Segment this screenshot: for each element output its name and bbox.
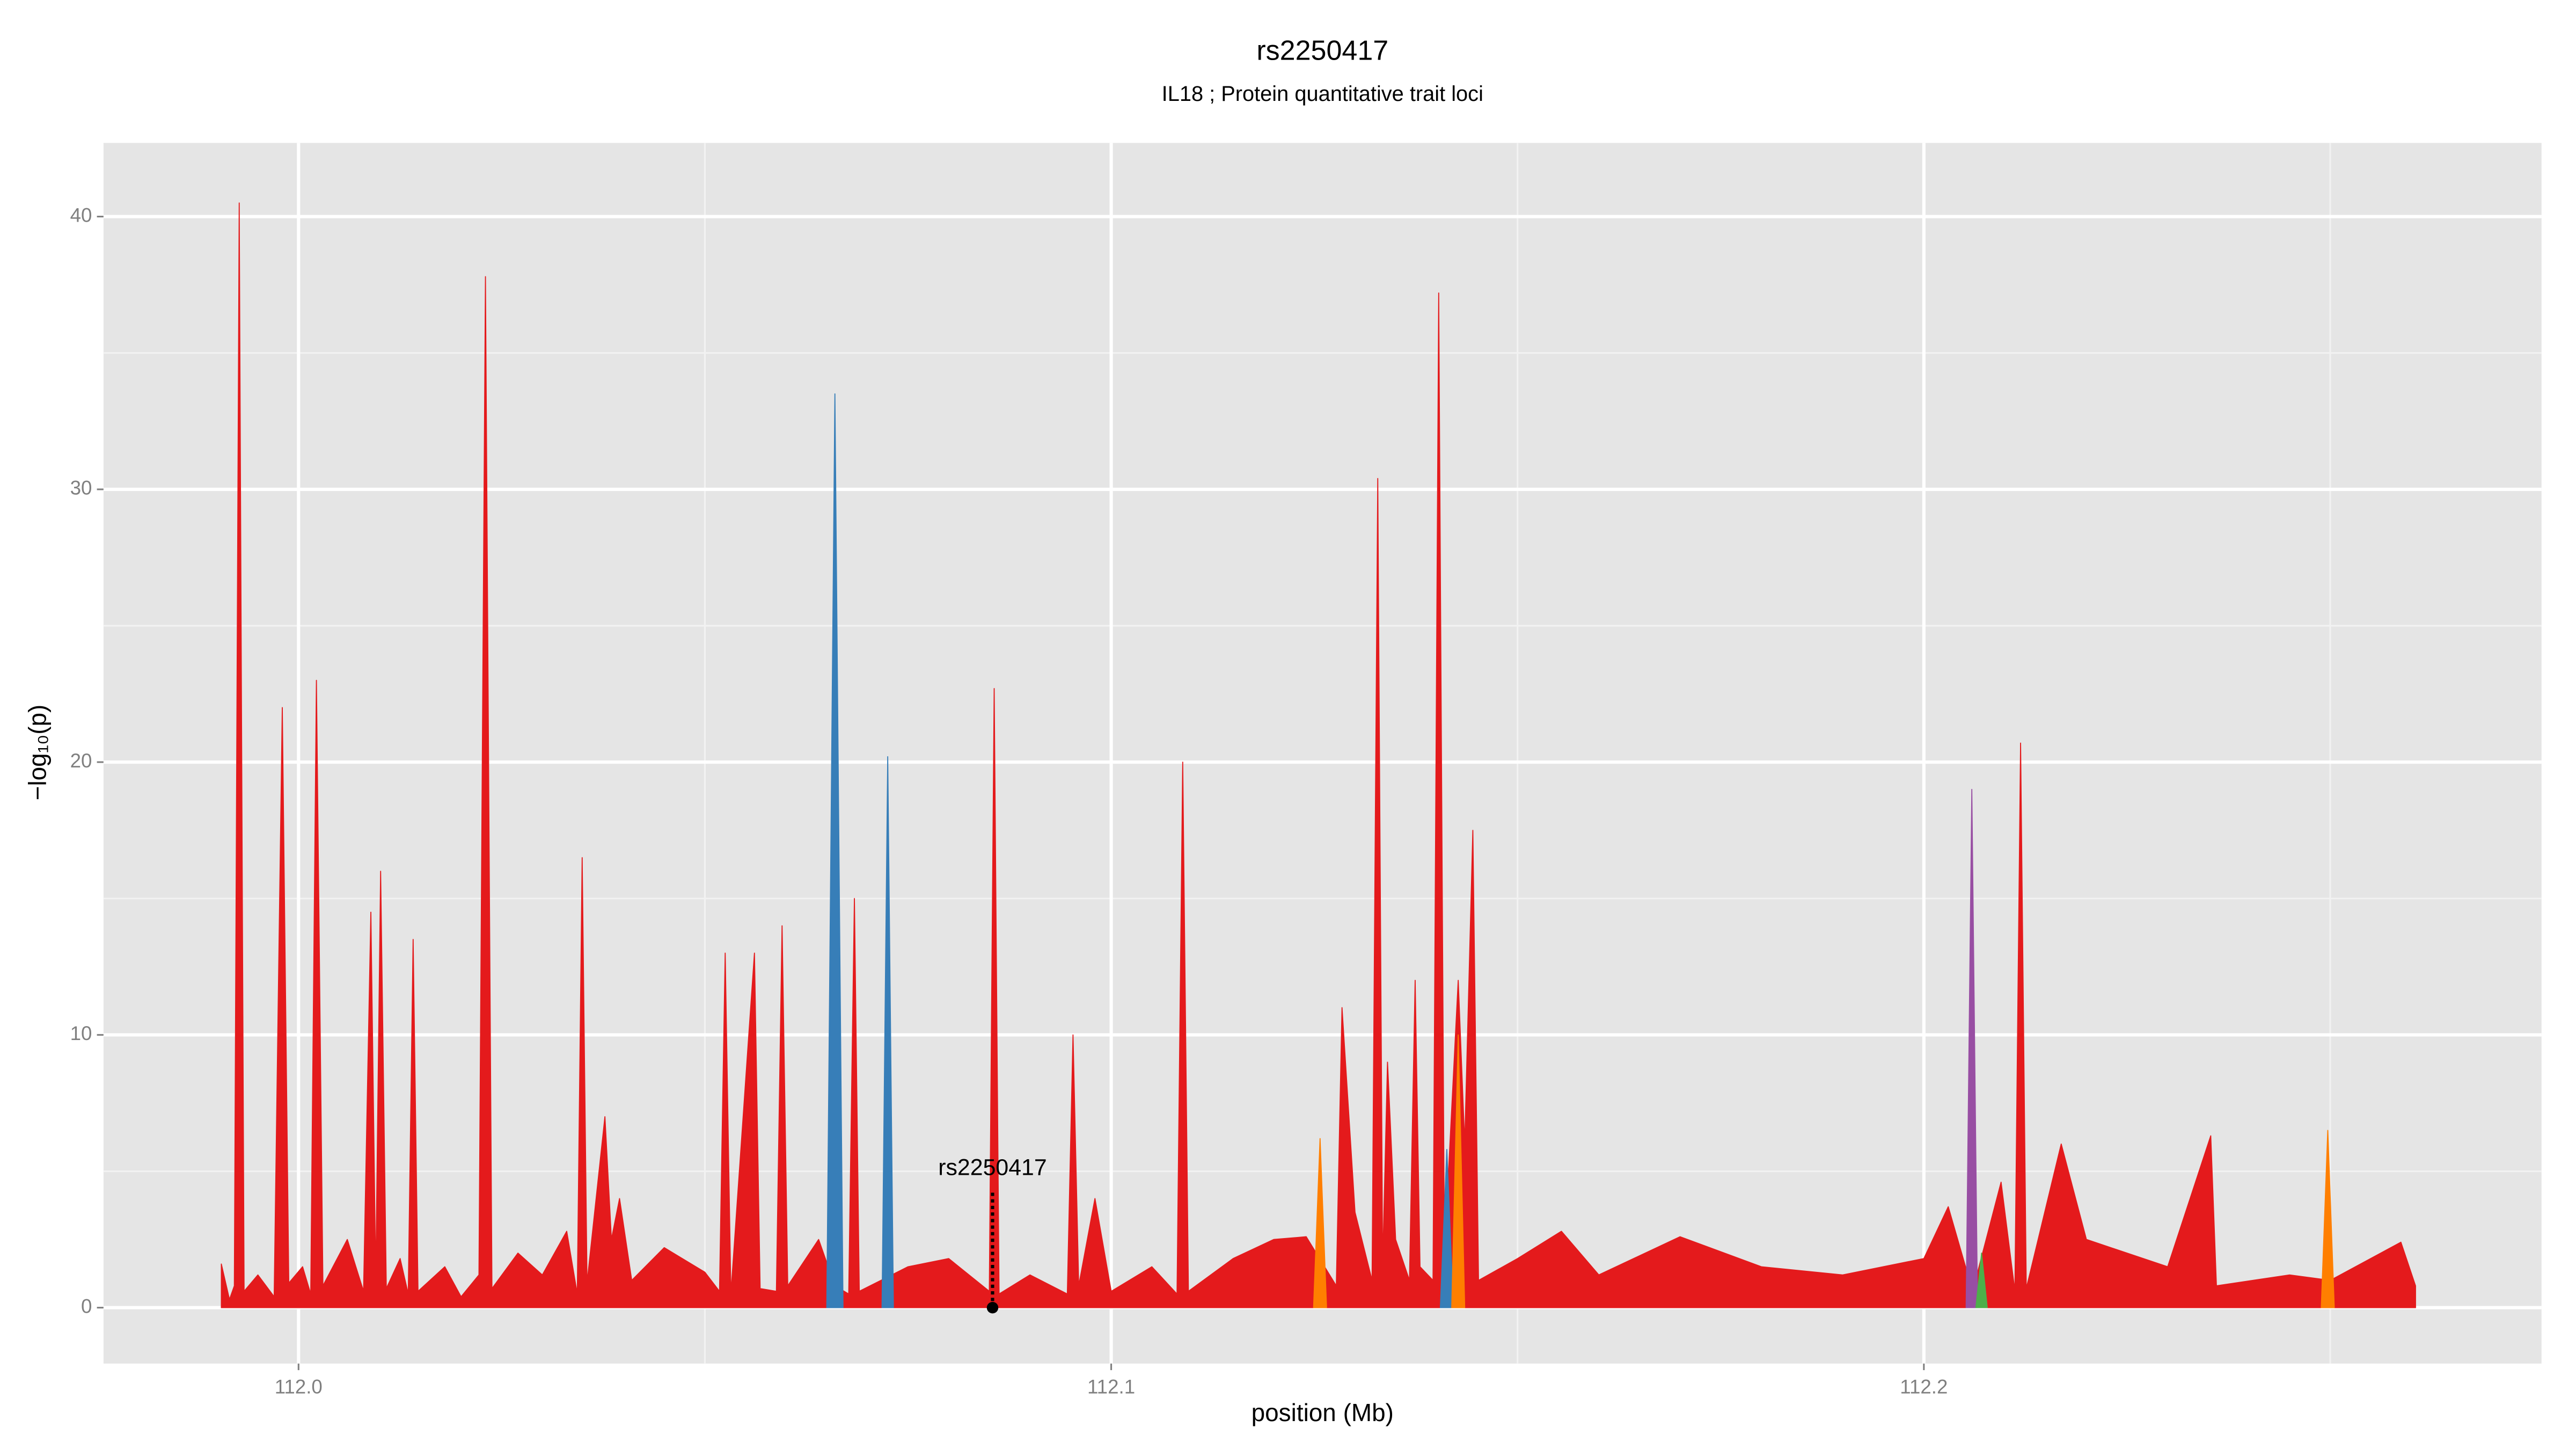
x-tick-label: 112.1 <box>1087 1375 1135 1397</box>
area <box>1975 1253 1988 1308</box>
area <box>1313 1034 2335 1308</box>
y-axis-label: −log₁₀(p) <box>24 705 52 801</box>
chart-title: rs2250417 <box>1256 35 1388 67</box>
y-tick-label: 40 <box>70 204 92 226</box>
area <box>826 393 1454 1308</box>
y-tick-label: 0 <box>81 1295 92 1317</box>
annotation-point <box>986 1301 999 1314</box>
plot-background <box>103 143 2542 1364</box>
x-tick-label: 112.0 <box>275 1375 323 1397</box>
chart-subtitle: IL18 ; Protein quantitative trait loci <box>1162 82 1483 106</box>
area <box>1965 788 1978 1308</box>
y-tick-label: 30 <box>70 477 92 499</box>
area <box>221 202 2416 1308</box>
y-tick-label: 10 <box>70 1022 92 1044</box>
x-tick-label: 112.2 <box>1900 1375 1948 1397</box>
y-tick-label: 20 <box>70 750 92 772</box>
annotation-label: rs2250417 <box>938 1155 1046 1181</box>
x-axis-label: position (Mb) <box>1252 1399 1394 1426</box>
